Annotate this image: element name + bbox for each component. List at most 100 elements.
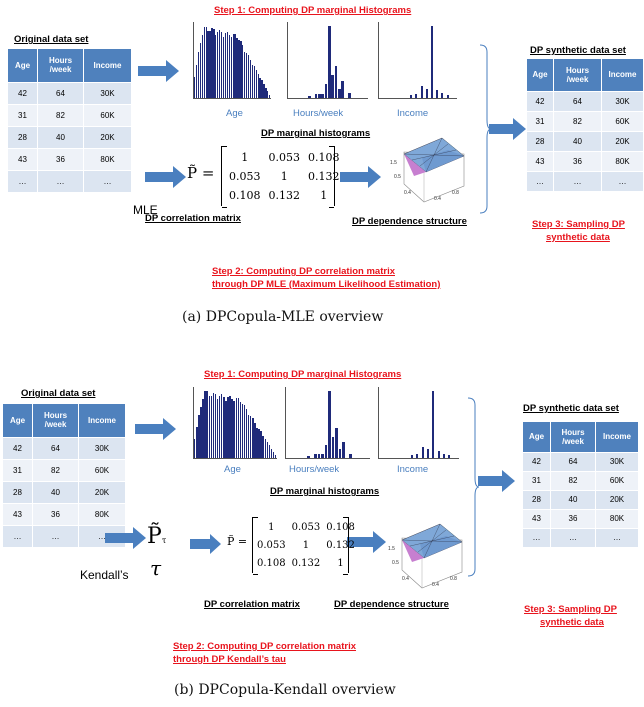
- matrix-cell: 0.108: [326, 521, 355, 533]
- histogram-bar: [425, 88, 428, 98]
- table-cell: 42: [527, 91, 554, 112]
- matrix-cell: 0.053: [257, 539, 286, 551]
- table-header: Age: [3, 404, 33, 438]
- matrix-cell: 0.132: [291, 557, 321, 569]
- histogram-bar: [446, 94, 449, 98]
- table-cell: 43: [523, 509, 551, 529]
- copula-surface-plot: 1.5 0.5 0.4 0.4 0.8: [390, 137, 465, 203]
- table-cell: 20K: [595, 490, 639, 510]
- table-cell: 40: [550, 490, 596, 510]
- histogram-bar: [324, 445, 328, 458]
- histogram-bar: [245, 408, 248, 458]
- histogram-bar: [239, 401, 242, 458]
- table-header: Age: [8, 49, 38, 83]
- histogram-bar: [244, 52, 246, 98]
- histogram-bar: [436, 90, 439, 98]
- histogram-bar: [314, 454, 317, 458]
- histogram-bar: [231, 399, 233, 458]
- arrow-right-icon: [135, 418, 176, 440]
- matrix-cell: 1: [241, 151, 249, 164]
- histogram-bar: [253, 66, 255, 98]
- histogram-bar: [267, 91, 269, 98]
- corr-caption: DP correlation matrix: [145, 213, 241, 224]
- table-cell: 30K: [601, 91, 644, 112]
- age-histogram: [193, 22, 271, 99]
- table-cell: 80K: [83, 148, 132, 171]
- matrix-cell: 0.053: [229, 170, 261, 183]
- matrix-cell: 1: [320, 189, 328, 202]
- table-cell: 40: [553, 131, 602, 152]
- svg-text:0.5: 0.5: [392, 560, 399, 566]
- histogram-bar: [247, 55, 250, 98]
- correlation-matrix: 1 0.053 0.108 0.053 1 0.132 0.108 0.132 1: [221, 146, 340, 208]
- hist-label-age: Age: [224, 464, 241, 475]
- histogram-bar: [205, 26, 207, 98]
- histogram-bar: [328, 390, 331, 458]
- matrix-cell: 0.132: [326, 539, 355, 551]
- original-data-table: Age Hours/week Income 42 64 30K 31 82 60K 28…: [3, 404, 126, 548]
- table-cell: 60K: [83, 104, 132, 127]
- bracket-icon: [479, 44, 492, 214]
- table-cell: 31: [3, 459, 33, 482]
- table-cell: 43: [8, 148, 38, 171]
- histogram-bar: [240, 40, 242, 98]
- step3-line2: synthetic data: [546, 232, 610, 243]
- step3-line1: Step 3: Sampling DP: [524, 604, 617, 615]
- table-cell: 36: [550, 509, 596, 529]
- histogram-bar: [250, 415, 252, 458]
- histogram-bar: [331, 436, 335, 458]
- table-header: Income: [595, 422, 639, 453]
- synthetic-data-table: Age Hours/week Income 42 64 30K 31 82 60K 28…: [527, 59, 644, 192]
- histogram-bar: [234, 34, 236, 98]
- histogram-bar: [236, 37, 238, 98]
- histogram-bar: [264, 439, 267, 458]
- table-cell: 30K: [78, 437, 126, 460]
- histogram-bar: [223, 396, 225, 458]
- hist-label-hours: Hours/week: [289, 464, 340, 475]
- table-cell: …: [3, 525, 33, 548]
- table-header: Age: [523, 422, 551, 453]
- histogram-bar: [415, 94, 418, 98]
- table-cell: 82: [553, 111, 602, 132]
- caption-b: (b) DPCopula-Kendall overview: [174, 682, 396, 698]
- histogram-bar: [251, 65, 254, 98]
- p-tilde-symbol: P̃ =: [187, 164, 215, 182]
- arrow-right-icon: [347, 531, 386, 553]
- histogram-bar: [441, 93, 444, 98]
- table-cell: 80K: [595, 509, 639, 529]
- table-cell: 82: [37, 104, 84, 127]
- step3-line1: Step 3: Sampling DP: [532, 219, 625, 230]
- histogram-bar: [227, 396, 229, 458]
- hours-histogram: [285, 387, 370, 459]
- histogram-bar: [321, 94, 325, 98]
- step2-line1: Step 2: Computing DP correlation matrix: [173, 641, 356, 652]
- table-cell: 20K: [78, 481, 126, 504]
- histogram-bar: [210, 395, 213, 458]
- histogram-bar: [216, 398, 219, 458]
- table-cell: 64: [37, 82, 84, 105]
- histogram-bar: [258, 428, 260, 458]
- correlation-matrix: 1 0.053 0.108 0.053 1 0.132 0.108 0.132 1: [252, 517, 355, 575]
- arrow-right-icon: [190, 534, 221, 554]
- matrix-cell: 1: [280, 170, 288, 183]
- histogram-bar: [431, 25, 433, 98]
- corr-caption: DP correlation matrix: [204, 599, 300, 610]
- caption-a: (a) DPCopula-MLE overview: [182, 309, 384, 325]
- hist-label-income: Income: [397, 108, 429, 119]
- p-tilde-symbol: P̃ =: [227, 535, 248, 548]
- table-header: Hours/week: [37, 49, 84, 83]
- histogram-bar: [196, 426, 198, 458]
- histogram-bar: [263, 84, 265, 98]
- histogram-bar: [222, 37, 225, 98]
- matrix-cell: 0.108: [229, 189, 261, 202]
- histogram-bar: [194, 438, 196, 458]
- table-cell: …: [32, 525, 79, 548]
- original-data-title: Original data set: [21, 388, 96, 399]
- table-cell: 30K: [83, 82, 132, 105]
- matrix-cell: 0.132: [268, 189, 301, 202]
- original-data-title: Original data set: [14, 34, 89, 45]
- histogram-bar: [265, 88, 267, 98]
- age-histogram: [193, 387, 277, 459]
- histogram-bar: [225, 401, 227, 458]
- table-cell: 28: [523, 490, 551, 510]
